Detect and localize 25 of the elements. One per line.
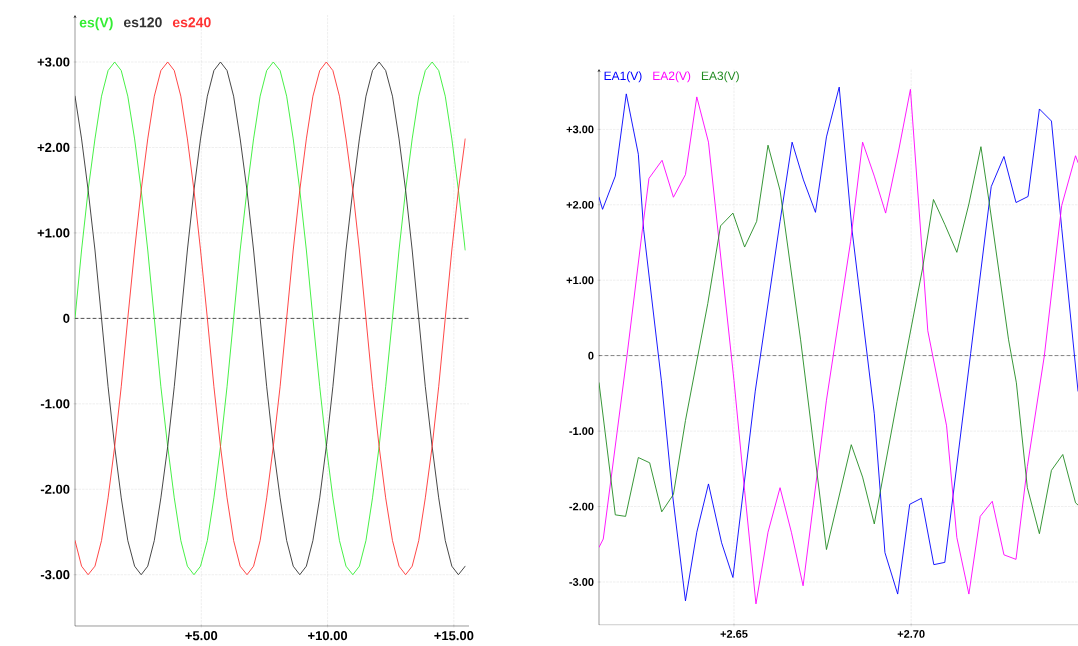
y-tick-label: +2.00: [566, 200, 594, 209]
x-tick-label: +5.00: [185, 631, 218, 641]
y-tick-label: -3.00: [569, 578, 594, 586]
x-tick-label: +2.65: [720, 630, 748, 638]
text: EA3(V): [701, 71, 739, 83]
y-tick-label: +1.00: [37, 228, 70, 238]
y-tick-label: +3.00: [566, 125, 594, 134]
x-tick-label: +2.70: [897, 630, 925, 638]
y-tick-label: -1.00: [569, 427, 594, 436]
y-tick-label: 0: [63, 313, 70, 323]
x-tick-label: +15.00: [434, 631, 474, 641]
text: es120: [123, 17, 162, 28]
series-label: EA1(V): [604, 71, 642, 83]
y-tick-label: 0: [588, 351, 594, 360]
y-tick-label: +2.00: [37, 142, 70, 153]
text: es240: [172, 17, 211, 28]
text: es(V): [79, 17, 113, 31]
y-tick-label: -2.00: [569, 502, 594, 511]
x-tick-label: +10.00: [308, 631, 348, 641]
series-label: EA2(V): [653, 71, 691, 83]
y-tick-label: -1.00: [40, 399, 70, 409]
y-tick-label: +3.00: [37, 57, 70, 67]
y-tick-label: -3.00: [40, 570, 70, 580]
y-tick-label: -2.00: [40, 484, 70, 494]
y-tick-label: +1.00: [566, 276, 594, 285]
